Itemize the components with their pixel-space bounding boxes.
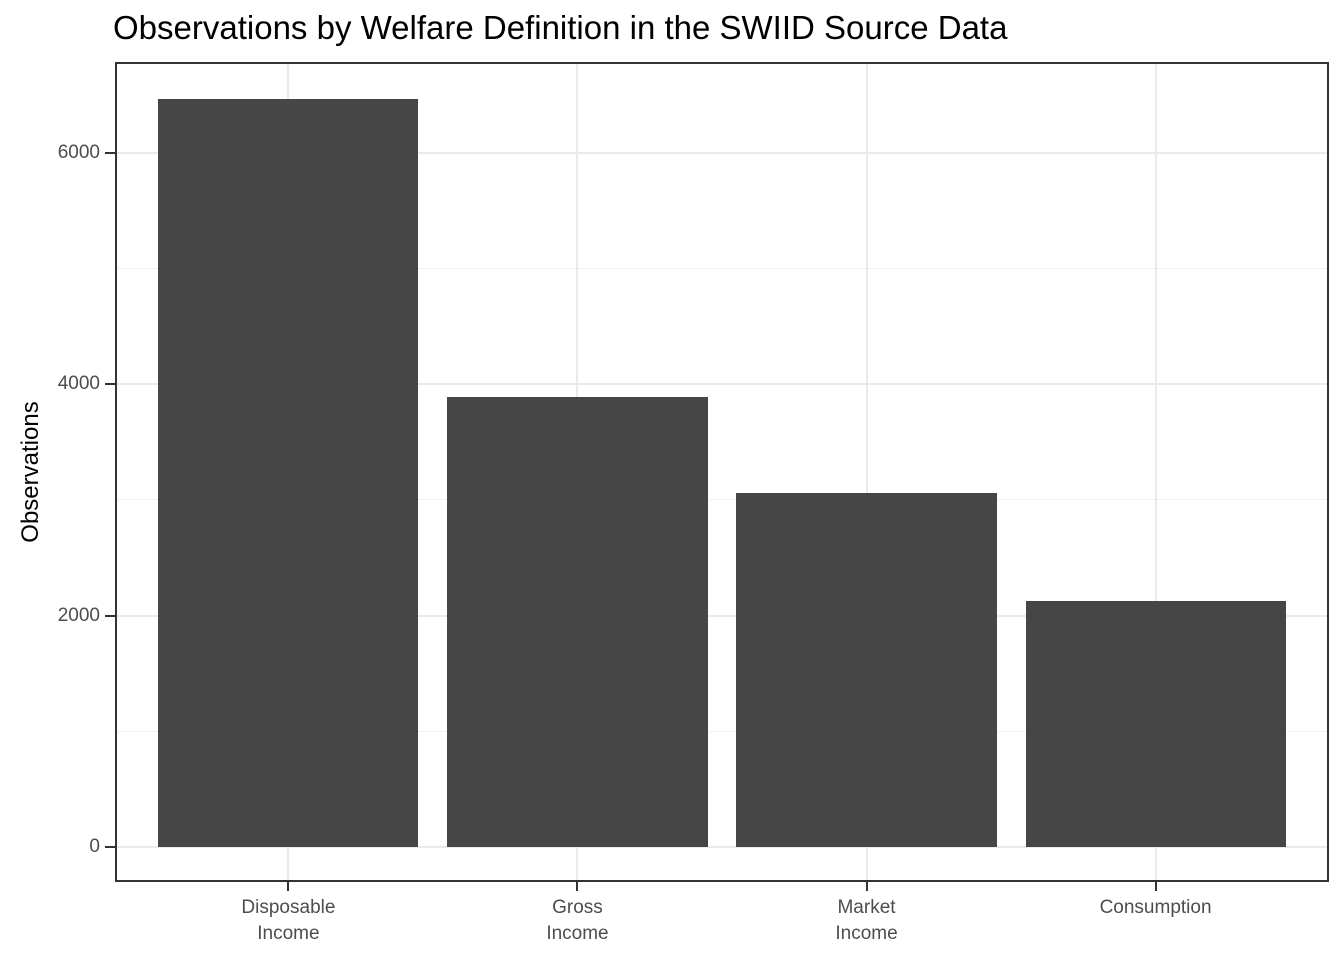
y-tick-mark-0 bbox=[105, 845, 115, 848]
gridline-minor-y-5000 bbox=[115, 268, 1329, 270]
gridline-major-y-2000 bbox=[115, 614, 1329, 617]
x-tick-mark-market-income bbox=[865, 882, 868, 891]
gridline-minor-y-3000 bbox=[115, 499, 1329, 501]
y-tick-label-6000: 6000 bbox=[57, 142, 100, 164]
x-tick-label-gross-income: Gross Income bbox=[546, 897, 609, 944]
y-tick-label-0: 0 bbox=[89, 835, 100, 857]
x-tick-label-consumption: Consumption bbox=[1099, 897, 1212, 918]
plot-panel bbox=[115, 62, 1329, 882]
y-tick-label-4000: 4000 bbox=[57, 373, 100, 395]
gridline-major-y-0 bbox=[115, 845, 1329, 848]
y-tick-label-2000: 2000 bbox=[57, 604, 100, 626]
bar-gross-income bbox=[447, 397, 708, 847]
y-tick-mark-4000 bbox=[105, 383, 115, 386]
y-tick-mark-2000 bbox=[105, 614, 115, 617]
x-tick-mark-gross-income bbox=[576, 882, 579, 891]
x-tick-mark-consumption bbox=[1154, 882, 1157, 891]
gridline-major-x-consumption bbox=[1154, 62, 1157, 882]
bar-disposable-income bbox=[158, 98, 419, 847]
y-axis-title: Observations bbox=[16, 322, 46, 622]
bar-market-income bbox=[736, 493, 997, 847]
gridline-major-x-market-income bbox=[865, 62, 868, 882]
chart-title: Observations by Welfare Definition in th… bbox=[113, 9, 1008, 46]
y-tick-mark-6000 bbox=[105, 152, 115, 155]
gridline-minor-y-1000 bbox=[115, 730, 1329, 732]
gridline-major-y-4000 bbox=[115, 383, 1329, 386]
x-tick-label-market-income: Market Income bbox=[835, 897, 898, 944]
x-tick-label-disposable-income: Disposable Income bbox=[241, 897, 336, 944]
x-tick-mark-disposable-income bbox=[287, 882, 290, 891]
gridline-major-y-6000 bbox=[115, 152, 1329, 155]
y-axis-title-text: Observations bbox=[17, 401, 44, 543]
bar-consumption bbox=[1025, 600, 1286, 847]
